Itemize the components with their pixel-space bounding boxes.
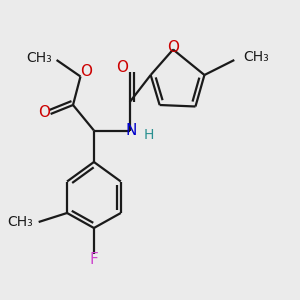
Text: CH₃: CH₃ [26, 52, 52, 65]
Text: F: F [89, 252, 98, 267]
Text: O: O [167, 40, 179, 56]
Text: H: H [144, 128, 154, 142]
Text: O: O [80, 64, 92, 79]
Text: N: N [126, 123, 137, 138]
Text: CH₃: CH₃ [243, 50, 269, 64]
Text: O: O [38, 105, 50, 120]
Text: O: O [116, 60, 128, 75]
Text: CH₃: CH₃ [7, 215, 33, 229]
